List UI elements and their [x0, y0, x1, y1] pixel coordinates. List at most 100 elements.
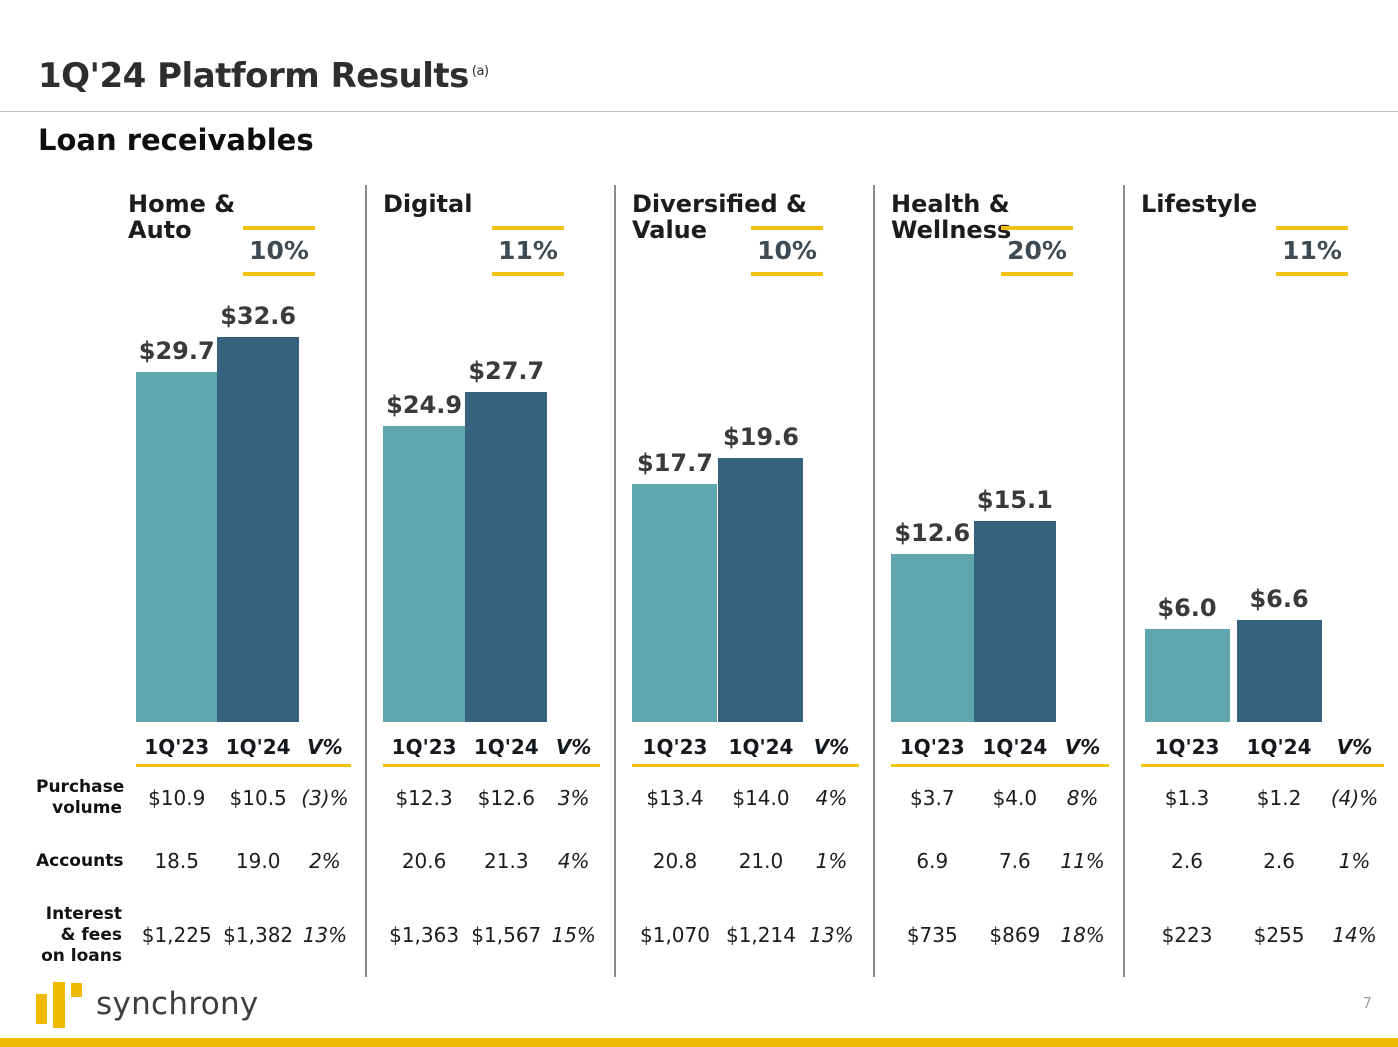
synchrony-logo-text: synchrony	[96, 986, 259, 1022]
bar-group-1q24: $27.7	[465, 293, 548, 722]
table-row-accounts: Accounts 20.8 21.0 1%	[632, 829, 859, 893]
table-cell-variance: 13%	[809, 923, 854, 947]
title-divider	[0, 111, 1398, 112]
bar-value-label-1q24: $32.6	[220, 302, 297, 330]
bar-chart: $24.9 $27.7	[383, 293, 600, 722]
table-header-rule	[1141, 764, 1384, 767]
bar-value-label-1q23: $24.9	[386, 391, 463, 419]
table-row-accounts: Accounts 2.6 2.6 1%	[1141, 829, 1384, 893]
table-cell-variance: 3%	[557, 786, 590, 810]
table-row-interest-fees: Interest & fees on loans $223 $255 14%	[1141, 893, 1384, 977]
table-cell: $1,225	[141, 923, 212, 947]
metrics-table: 1Q'23 1Q'24 V% Purchase volume $13.4 $14…	[632, 735, 859, 977]
bar-chart: $6.0 $6.6	[1141, 293, 1384, 722]
table-cell-variance: (4)%	[1330, 786, 1379, 810]
table-header-rule	[383, 764, 600, 767]
chart-spacer	[1325, 293, 1384, 722]
bar-group-1q23: $6.0	[1141, 293, 1233, 722]
table-row-interest-fees: Interest & fees on loans $735 $869 18%	[891, 893, 1109, 977]
page-number: 7	[1362, 994, 1372, 1012]
col-header-v-pct: V%	[1064, 735, 1101, 759]
bar-group-1q23: $12.6	[891, 293, 974, 722]
col-header-v-pct: V%	[307, 735, 343, 759]
chart-spacer	[1056, 293, 1109, 722]
platform-header: Digital 11%	[383, 185, 600, 293]
bar-value-label-1q24: $6.6	[1249, 585, 1309, 613]
bar-value-label-1q23: $6.0	[1157, 594, 1217, 622]
growth-badge: 20%	[1001, 226, 1073, 276]
platform-name-line1: Home &	[128, 190, 236, 218]
table-cell: $735	[906, 923, 958, 947]
table-cell-variance: 18%	[1060, 923, 1105, 947]
row-label-accounts: Accounts	[36, 850, 124, 871]
table-cell: $1,070	[640, 923, 710, 947]
bar-group-1q23: $24.9	[383, 293, 466, 722]
table-header-rule	[632, 764, 859, 767]
table-cell-variance: 11%	[1060, 849, 1105, 873]
bar-rect-1q23	[1144, 629, 1230, 722]
row-label-purchase-volume: Purchase volume	[36, 777, 125, 818]
platform-name-line2: Wellness	[891, 216, 1012, 244]
platform-section: Lifestyle 11% $6.0 $6.6	[1125, 185, 1398, 977]
table-cell-variance: 14%	[1332, 923, 1377, 947]
table-cell-variance: 2%	[309, 849, 341, 873]
platform-section: Health & Wellness 20% $12.6 $15.1	[875, 185, 1125, 977]
platform-name: Diversified & Value	[632, 191, 859, 243]
bar-rect-1q24	[718, 458, 804, 722]
table-cell: 20.8	[652, 849, 698, 873]
platform-header: Home & Auto 10%	[36, 185, 351, 293]
table-cell: $10.9	[148, 786, 206, 810]
growth-badge: 11%	[492, 226, 564, 276]
table-row-purchase-volume: Purchase volume $10.9 $10.5 (3)%	[36, 767, 351, 829]
col-header-1q23: 1Q'23	[899, 735, 965, 759]
platform-name: Lifestyle	[1141, 191, 1384, 217]
table-cell: 7.6	[998, 849, 1031, 873]
table-row-interest-fees: Interest & fees on loans $1,225 $1,382 1…	[36, 893, 351, 977]
table-cell-variance: 13%	[302, 923, 348, 947]
page-title: 1Q'24 Platform Results (a)	[0, 0, 1398, 96]
platform-name-line1: Lifestyle	[1141, 190, 1258, 218]
platform-name-line1: Health &	[891, 190, 1010, 218]
table-cell: $12.3	[395, 786, 453, 810]
bar-group-1q23: $17.7	[632, 293, 718, 722]
table-cell-variance: 8%	[1066, 786, 1099, 810]
bar-rect-1q23	[891, 554, 974, 722]
table-row-purchase-volume: Purchase volume $13.4 $14.0 4%	[632, 767, 859, 829]
col-header-v-pct: V%	[813, 735, 850, 759]
table-row-purchase-volume: Purchase volume $3.7 $4.0 8%	[891, 767, 1109, 829]
bar-rect-1q24	[973, 521, 1057, 722]
platforms-row: Home & Auto 10% $29.7 $32.6	[20, 185, 1398, 977]
platform-header: Lifestyle 11%	[1141, 185, 1384, 293]
table-cell: $1,567	[471, 923, 542, 947]
platform-header: Health & Wellness 20%	[891, 185, 1109, 293]
table-cell-variance: 4%	[557, 849, 590, 873]
col-header-1q23: 1Q'23	[391, 735, 457, 759]
platform-name-line1: Digital	[383, 190, 473, 218]
metrics-table: 1Q'23 1Q'24 V% Purchase volume $1.3 $1.2…	[1141, 735, 1384, 977]
table-row-accounts: Accounts 20.6 21.3 4%	[383, 829, 600, 893]
table-cell: $1.2	[1256, 786, 1302, 810]
table-cell: $4.0	[992, 786, 1038, 810]
platform-name: Home & Auto	[128, 191, 351, 243]
table-cell-variance: 1%	[815, 849, 848, 873]
platform-name-line2: Auto	[128, 216, 192, 244]
table-cell: 21.3	[484, 849, 529, 873]
bar-group-1q24: $15.1	[973, 293, 1057, 722]
table-cell-variance: 15%	[551, 923, 596, 947]
col-header-v-pct: V%	[1336, 735, 1373, 759]
table-cell: $3.7	[910, 786, 955, 810]
table-header-row: 1Q'23 1Q'24 V%	[383, 735, 600, 767]
section-title: Loan receivables	[38, 123, 314, 157]
table-header-row: 1Q'23 1Q'24 V%	[632, 735, 859, 767]
row-label-interest-fees: Interest & fees on loans	[41, 903, 122, 966]
bar-group-1q24: $19.6	[718, 293, 804, 722]
col-header-v-pct: V%	[555, 735, 592, 759]
table-row-interest-fees: Interest & fees on loans $1,070 $1,214 1…	[632, 893, 859, 977]
table-cell: $12.6	[477, 786, 535, 810]
bar-group-1q23: $29.7	[136, 293, 218, 722]
table-cell: $10.5	[229, 786, 287, 810]
table-row-interest-fees: Interest & fees on loans $1,363 $1,567 1…	[383, 893, 600, 977]
growth-badge: 10%	[751, 226, 823, 276]
chart-spacer	[547, 293, 600, 722]
